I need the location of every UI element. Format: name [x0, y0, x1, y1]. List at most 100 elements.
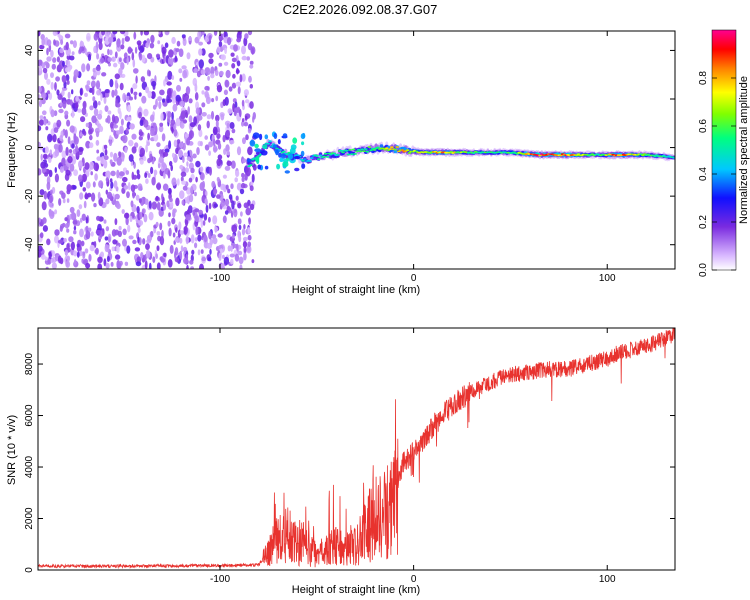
- noise-blob: [135, 194, 140, 201]
- noise-blob: [53, 127, 59, 133]
- noise-blob: [247, 234, 252, 241]
- noise-blob: [208, 230, 212, 240]
- noise-blob: [213, 31, 218, 36]
- noise-blob: [223, 256, 230, 266]
- noise-blob: [217, 142, 222, 150]
- noise-blob: [40, 161, 46, 169]
- noise-blob: [127, 46, 132, 54]
- noise-blob: [135, 75, 138, 84]
- noise-blob: [97, 263, 103, 269]
- noise-blob: [130, 200, 134, 208]
- ridge-blob: [282, 161, 289, 168]
- noise-blob: [226, 122, 230, 129]
- noise-blob: [89, 244, 95, 252]
- noise-blob: [234, 101, 238, 109]
- noise-blob: [117, 230, 122, 237]
- noise-blob: [131, 133, 137, 140]
- noise-blob: [81, 213, 87, 221]
- noise-blob: [155, 98, 158, 108]
- noise-blob: [198, 41, 204, 46]
- ridge-blob: [287, 153, 294, 160]
- noise-blob: [40, 153, 43, 161]
- noise-blob: [133, 68, 139, 74]
- noise-blob: [115, 102, 121, 108]
- noise-blob: [120, 62, 125, 70]
- noise-blob: [179, 250, 183, 260]
- noise-blob: [220, 54, 226, 61]
- noise-blob: [107, 57, 112, 62]
- noise-blob: [224, 47, 228, 54]
- noise-blob: [72, 185, 77, 190]
- noise-blob: [143, 213, 148, 223]
- noise-blob: [42, 110, 47, 116]
- noise-blob: [106, 191, 113, 199]
- noise-blob: [65, 169, 71, 176]
- noise-blob: [145, 42, 149, 49]
- noise-blob: [46, 39, 52, 47]
- noise-blob: [67, 136, 71, 145]
- noise-blob: [173, 139, 178, 148]
- noise-blob: [159, 89, 165, 96]
- noise-blob: [181, 199, 185, 206]
- noise-blob: [231, 82, 237, 89]
- noise-blob: [38, 99, 43, 108]
- noise-blob: [155, 53, 161, 59]
- noise-blob: [79, 217, 83, 223]
- noise-blob: [204, 85, 210, 91]
- noise-blob: [49, 149, 53, 156]
- noise-blob: [222, 134, 226, 143]
- colorbar-tick-label: 0.4: [698, 167, 709, 181]
- noise-blob: [162, 98, 165, 103]
- noise-blob: [151, 80, 157, 87]
- ridge-cell: [393, 148, 398, 151]
- noise-blob: [185, 214, 191, 221]
- noise-blob: [224, 210, 229, 215]
- noise-blob: [175, 94, 181, 102]
- noise-blob: [96, 215, 101, 221]
- noise-blob: [212, 215, 218, 225]
- noise-blob: [168, 227, 172, 237]
- noise-blob: [181, 65, 187, 70]
- noise-blob: [235, 170, 240, 178]
- snr-y-tick-label: 0: [24, 567, 35, 573]
- noise-blob: [75, 144, 79, 154]
- noise-blob: [73, 169, 78, 177]
- noise-blob: [123, 185, 129, 190]
- noise-blob: [125, 216, 129, 226]
- ridge-cell: [336, 153, 340, 156]
- noise-blob: [216, 133, 221, 140]
- noise-blob: [118, 151, 122, 158]
- noise-blob: [134, 142, 139, 148]
- noise-blob: [125, 170, 130, 175]
- noise-blob: [231, 57, 237, 63]
- ridge-blob: [252, 132, 260, 139]
- noise-blob: [114, 51, 118, 59]
- noise-blob: [163, 79, 166, 87]
- noise-blob: [182, 246, 188, 252]
- noise-blob: [169, 160, 173, 167]
- noise-blob: [54, 167, 57, 173]
- noise-blob: [67, 91, 71, 99]
- noise-blob: [200, 249, 204, 254]
- noise-blob: [227, 108, 233, 114]
- noise-blob: [122, 134, 128, 144]
- noise-blob: [95, 229, 102, 235]
- noise-blob: [126, 56, 129, 65]
- ridge-cell: [672, 156, 675, 159]
- noise-blob: [98, 180, 104, 189]
- ridge-cell: [287, 151, 291, 154]
- ridge-cell: [325, 156, 330, 158]
- noise-blob: [134, 247, 141, 252]
- noise-blob: [70, 40, 74, 45]
- ridge-cell: [257, 154, 262, 157]
- noise-blob: [160, 257, 166, 263]
- snr-y-ticks: 0 2000 4000 6000 8000: [24, 352, 675, 573]
- noise-blob: [216, 158, 222, 167]
- noise-blob: [233, 44, 238, 52]
- noise-blob: [124, 261, 129, 266]
- ridge-blob: [301, 163, 306, 169]
- noise-blob: [241, 228, 246, 236]
- noise-blob: [65, 146, 69, 156]
- noise-blob: [69, 55, 75, 61]
- ridge-cell: [315, 155, 319, 157]
